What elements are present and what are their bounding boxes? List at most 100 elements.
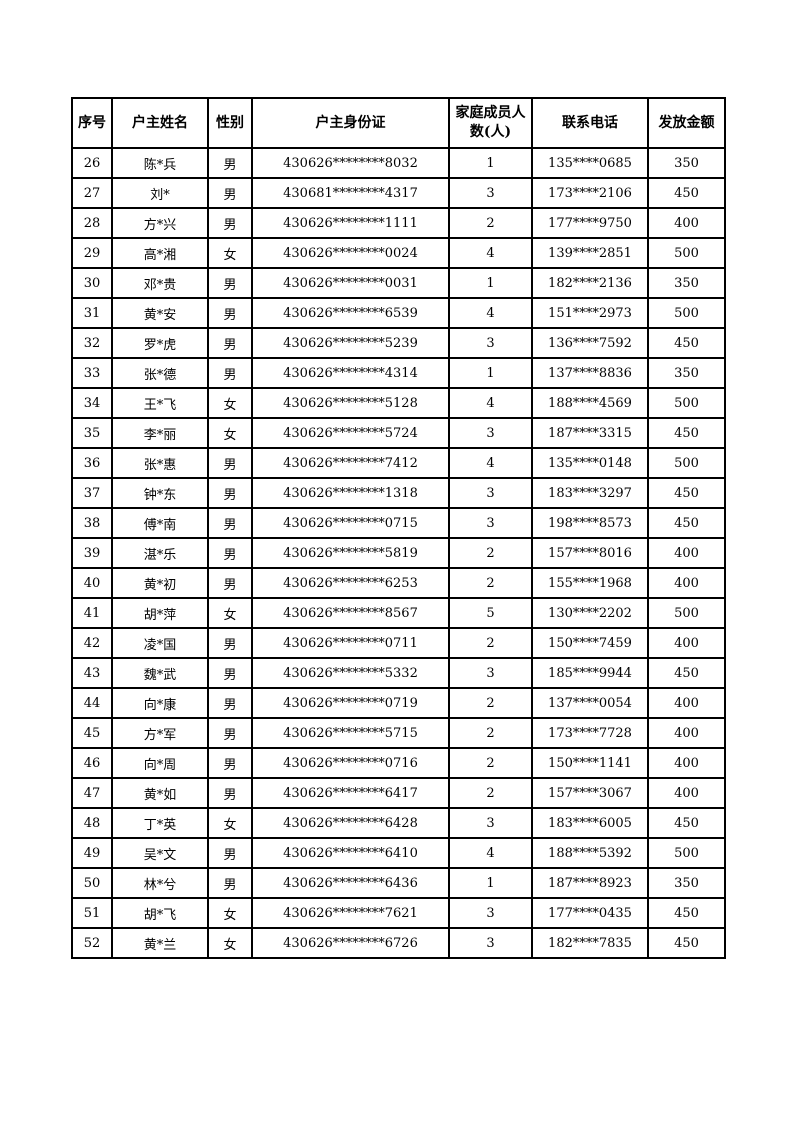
- cell-grant-amount: 400: [647, 777, 726, 809]
- cell-householder-name: 张*德: [111, 357, 209, 389]
- cell-serial-number: 37: [71, 477, 113, 509]
- cell-family-member-count: 4: [448, 297, 533, 329]
- cell-grant-amount: 500: [647, 447, 726, 479]
- cell-gender: 男: [207, 777, 253, 809]
- cell-id-number: 430626********0719: [251, 687, 450, 719]
- cell-contact-phone: 183****6005: [531, 807, 649, 839]
- cell-id-number: 430626********5715: [251, 717, 450, 749]
- cell-family-member-count: 3: [448, 327, 533, 359]
- cell-id-number: 430626********0024: [251, 237, 450, 269]
- cell-householder-name: 高*湘: [111, 237, 209, 269]
- cell-householder-name: 丁*英: [111, 807, 209, 839]
- cell-grant-amount: 400: [647, 207, 726, 239]
- cell-serial-number: 43: [71, 657, 113, 689]
- cell-contact-phone: 137****8836: [531, 357, 649, 389]
- column-header-family-member-count: 家庭成员人数(人): [448, 97, 533, 149]
- cell-householder-name: 胡*飞: [111, 897, 209, 929]
- table-row: 52 黄*兰女 430626********6726 3 182****7835 450: [71, 927, 726, 959]
- cell-id-number: 430626********5332: [251, 657, 450, 689]
- cell-gender: 男: [207, 657, 253, 689]
- cell-gender: 女: [207, 237, 253, 269]
- cell-id-number: 430626********7621: [251, 897, 450, 929]
- cell-family-member-count: 3: [448, 927, 533, 959]
- cell-family-member-count: 3: [448, 177, 533, 209]
- cell-family-member-count: 3: [448, 477, 533, 509]
- cell-id-number: 430626********5128: [251, 387, 450, 419]
- cell-serial-number: 45: [71, 717, 113, 749]
- cell-grant-amount: 450: [647, 657, 726, 689]
- cell-family-member-count: 3: [448, 417, 533, 449]
- cell-family-member-count: 1: [448, 867, 533, 899]
- cell-householder-name: 向*康: [111, 687, 209, 719]
- cell-contact-phone: 137****0054: [531, 687, 649, 719]
- cell-id-number: 430626********6428: [251, 807, 450, 839]
- cell-family-member-count: 2: [448, 747, 533, 779]
- table-row: 45 方*军男 430626********5715 2 173****7728 400: [71, 717, 726, 749]
- table-row: 34 王*飞女 430626********5128 4 188****4569 500: [71, 387, 726, 419]
- cell-contact-phone: 183****3297: [531, 477, 649, 509]
- table-row: 36 张*惠男 430626********7412 4 135****0148 500: [71, 447, 726, 479]
- table-row: 37 钟*东男 430626********1318 3 183****3297 450: [71, 477, 726, 509]
- cell-serial-number: 31: [71, 297, 113, 329]
- cell-id-number: 430626********6539: [251, 297, 450, 329]
- cell-family-member-count: 4: [448, 237, 533, 269]
- cell-serial-number: 36: [71, 447, 113, 479]
- cell-family-member-count: 3: [448, 897, 533, 929]
- cell-gender: 男: [207, 147, 253, 179]
- cell-grant-amount: 450: [647, 897, 726, 929]
- cell-family-member-count: 1: [448, 147, 533, 179]
- table-row: 50 林*兮男 430626********6436 1 187****8923 350: [71, 867, 726, 899]
- cell-id-number: 430626********5724: [251, 417, 450, 449]
- subsidy-distribution-table: 序号 户主姓名 性别 户主身份证 家庭成员人数(人) 联系电话 发放金额 26 陈*兵男 430…: [71, 97, 726, 959]
- table-row: 35 李*丽女 430626********5724 3 187****3315 450: [71, 417, 726, 449]
- cell-gender: 男: [207, 327, 253, 359]
- cell-serial-number: 32: [71, 327, 113, 359]
- cell-contact-phone: 187****8923: [531, 867, 649, 899]
- cell-householder-name: 凌*国: [111, 627, 209, 659]
- column-header-serial-number: 序号: [71, 97, 113, 149]
- cell-grant-amount: 350: [647, 267, 726, 299]
- cell-gender: 男: [207, 357, 253, 389]
- cell-gender: 男: [207, 177, 253, 209]
- cell-householder-name: 邓*贵: [111, 267, 209, 299]
- cell-id-number: 430626********6726: [251, 927, 450, 959]
- cell-grant-amount: 400: [647, 687, 726, 719]
- cell-gender: 女: [207, 417, 253, 449]
- cell-householder-name: 黄*如: [111, 777, 209, 809]
- cell-id-number: 430626********8567: [251, 597, 450, 629]
- table-row: 31 黄*安男 430626********6539 4 151****2973 500: [71, 297, 726, 329]
- cell-grant-amount: 400: [647, 717, 726, 749]
- cell-gender: 男: [207, 867, 253, 899]
- cell-contact-phone: 188****5392: [531, 837, 649, 869]
- cell-householder-name: 张*惠: [111, 447, 209, 479]
- cell-contact-phone: 135****0685: [531, 147, 649, 179]
- table-row: 38 傅*南男 430626********0715 3 198****8573 450: [71, 507, 726, 539]
- cell-id-number: 430626********0716: [251, 747, 450, 779]
- cell-gender: 男: [207, 267, 253, 299]
- cell-id-number: 430626********6253: [251, 567, 450, 599]
- cell-family-member-count: 1: [448, 357, 533, 389]
- cell-serial-number: 35: [71, 417, 113, 449]
- cell-grant-amount: 450: [647, 327, 726, 359]
- cell-householder-name: 黄*安: [111, 297, 209, 329]
- cell-serial-number: 38: [71, 507, 113, 539]
- cell-householder-name: 李*丽: [111, 417, 209, 449]
- cell-grant-amount: 450: [647, 927, 726, 959]
- cell-grant-amount: 350: [647, 867, 726, 899]
- cell-grant-amount: 450: [647, 477, 726, 509]
- cell-family-member-count: 2: [448, 627, 533, 659]
- cell-contact-phone: 130****2202: [531, 597, 649, 629]
- cell-gender: 男: [207, 477, 253, 509]
- cell-serial-number: 47: [71, 777, 113, 809]
- table-row: 42 凌*国男 430626********0711 2 150****7459 400: [71, 627, 726, 659]
- cell-householder-name: 黄*初: [111, 567, 209, 599]
- cell-id-number: 430626********6410: [251, 837, 450, 869]
- cell-gender: 女: [207, 387, 253, 419]
- table-row: 29 高*湘女 430626********0024 4 139****2851 500: [71, 237, 726, 269]
- cell-grant-amount: 500: [647, 297, 726, 329]
- cell-serial-number: 50: [71, 867, 113, 899]
- table-row: 26 陈*兵男 430626********8032 1 135****0685 350: [71, 147, 726, 179]
- cell-id-number: 430626********7412: [251, 447, 450, 479]
- cell-contact-phone: 173****2106: [531, 177, 649, 209]
- cell-gender: 男: [207, 567, 253, 599]
